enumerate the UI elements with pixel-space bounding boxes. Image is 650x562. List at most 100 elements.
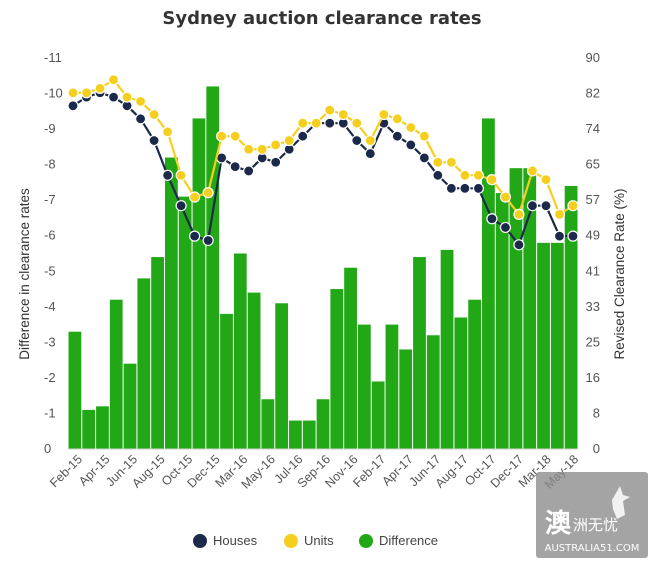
houses-point: [513, 239, 525, 251]
units-point: [202, 187, 214, 199]
difference-bar: [302, 420, 316, 449]
houses-point: [243, 165, 255, 177]
units-point: [161, 126, 174, 138]
difference-bar: [68, 331, 82, 449]
y2-tick-label: 49: [586, 228, 600, 243]
difference-bar: [426, 335, 440, 449]
difference-bar: [233, 253, 247, 449]
difference-bar: [164, 157, 178, 449]
houses-point: [540, 200, 552, 212]
y2-tick-label: 57: [586, 192, 600, 207]
difference-bar: [330, 289, 344, 449]
difference-bar: [220, 313, 233, 449]
houses-point: [364, 147, 376, 160]
difference-bar: [357, 324, 371, 449]
left-axis-title: Difference in clearance rates: [17, 188, 32, 360]
y-tick-label: -8: [44, 157, 56, 172]
houses-point: [189, 230, 201, 242]
legend-marker: [284, 534, 298, 548]
difference-bar: [482, 118, 495, 449]
units-point: [486, 174, 498, 186]
units-point: [189, 191, 201, 203]
houses-point: [175, 200, 187, 212]
y2-tick-label: 82: [586, 86, 600, 101]
difference-bar: [247, 292, 261, 449]
units-point: [351, 117, 363, 129]
difference-bar: [550, 242, 564, 449]
difference-bar: [385, 324, 399, 449]
units-point: [567, 200, 579, 212]
difference-bar: [344, 267, 357, 449]
houses-point: [134, 113, 147, 125]
difference-bar: [123, 363, 137, 449]
houses-point: [161, 169, 174, 181]
difference-bar: [151, 257, 164, 449]
watermark-text: 洲无忧: [573, 516, 618, 534]
units-point: [526, 165, 539, 177]
houses-point: [486, 213, 498, 225]
units-point: [80, 87, 93, 99]
y-tick-label: -10: [44, 86, 63, 101]
difference-bars: [68, 86, 578, 450]
houses-point: [107, 91, 120, 103]
units-point: [283, 134, 295, 147]
units-point: [432, 156, 444, 168]
units-point: [270, 139, 282, 151]
difference-bar: [261, 399, 275, 449]
units-point: [107, 74, 120, 86]
units-point: [445, 156, 457, 168]
houses-point: [270, 156, 282, 168]
y2-tick-label: 74: [586, 121, 600, 136]
legend-label: Units: [304, 533, 334, 548]
difference-bar: [316, 399, 330, 449]
y-tick-label: -11: [44, 50, 62, 65]
units-point: [459, 169, 471, 181]
y-tick-label: 0: [44, 441, 51, 456]
units-point: [148, 108, 160, 121]
units-point: [364, 134, 376, 147]
houses-point: [432, 169, 444, 181]
houses-point: [526, 200, 539, 212]
y-tick-label: -2: [44, 370, 56, 385]
units-point: [418, 130, 430, 142]
watermark: 澳 洲无忧 AUSTRALIA51.COM: [536, 472, 648, 558]
units-point: [175, 169, 187, 181]
difference-bar: [371, 381, 385, 449]
houses-point: [324, 117, 336, 129]
kangaroo-icon: [612, 486, 630, 519]
units-point: [553, 208, 566, 220]
units-point: [216, 130, 228, 142]
legend-label: Houses: [213, 533, 258, 548]
houses-point: [229, 161, 241, 173]
y2-tick-label: 16: [586, 370, 600, 385]
houses-point: [202, 234, 214, 247]
difference-bar: [440, 249, 454, 449]
units-point: [499, 191, 512, 203]
units-point: [310, 117, 322, 129]
watermark-glyph: 澳: [545, 509, 572, 539]
houses-point: [459, 182, 471, 194]
y-tick-label: -6: [44, 228, 56, 243]
houses-point: [297, 130, 309, 142]
units-point: [472, 169, 485, 181]
units-point: [67, 87, 79, 99]
units-point: [391, 113, 403, 125]
y2-tick-label: 25: [586, 334, 600, 349]
left-axis-ticks: 0 -1 -2 -3 -4 -5 -6 -7 -8 -9 -10 -11: [44, 50, 63, 456]
units-point: [337, 108, 349, 121]
right-axis-title: Revised Clearance Rate (%): [612, 188, 627, 359]
y-tick-label: -3: [44, 334, 56, 349]
units-point: [134, 95, 147, 108]
difference-bar: [289, 420, 302, 449]
houses-point: [351, 134, 363, 147]
difference-bar: [206, 86, 220, 449]
units-point: [405, 121, 417, 134]
y2-tick-label: 90: [586, 50, 600, 65]
legend: Houses Units Difference: [193, 533, 438, 548]
units-point: [243, 143, 255, 155]
difference-bar: [495, 193, 509, 449]
x-axis-ticks: Feb-15Apr-15Jun-15Aug-15Oct-15Dec-15Mar-…: [47, 452, 581, 491]
y2-tick-label: 33: [586, 299, 600, 314]
legend-marker: [359, 534, 373, 548]
units-point: [513, 208, 525, 220]
